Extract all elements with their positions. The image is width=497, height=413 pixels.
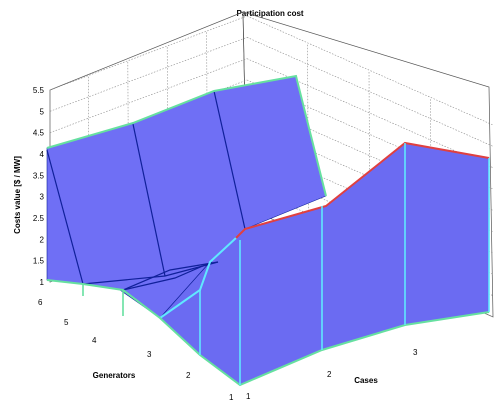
x-axis-label: Cases (354, 376, 378, 385)
y-axis-label: Generators (93, 371, 136, 380)
x-axis-ticks: 1 2 3 (246, 348, 418, 401)
y-tick-label: 4 (92, 336, 97, 345)
y-axis-ticks: 1 2 3 4 5 6 (38, 298, 234, 402)
y-tick-label: 6 (38, 298, 43, 307)
x-tick-label: 1 (246, 392, 251, 401)
right-edge-red (235, 141, 490, 239)
grid-line-z-left (49, 37, 248, 112)
y-tick-label: 1 (229, 393, 234, 402)
surface-edges (46, 74, 490, 387)
z-tick-label: 4.5 (33, 129, 45, 138)
z-tick-label: 2 (40, 235, 45, 244)
chart-title: Participation cost (236, 9, 303, 18)
top-edge (46, 74, 327, 197)
z-axis-label: Costs value [$ / MW] (13, 156, 22, 234)
mesh-line-gen6-case1 (46, 149, 84, 285)
z-tick-label: 3.5 (33, 171, 45, 180)
y-tick-label: 2 (186, 371, 191, 380)
z-tick-label: 5 (40, 107, 45, 116)
y-tick-label: 5 (64, 318, 69, 327)
z-tick-label: 1.5 (33, 257, 45, 266)
front-edge-cyan (159, 237, 237, 319)
mesh-line-gen6-case3 (213, 90, 246, 230)
z-tick-label: 1 (40, 278, 45, 287)
z-tick-label: 3 (40, 193, 45, 202)
x-tick-label: 3 (413, 348, 418, 357)
z-axis-ticks: 1 1.5 2 2.5 3 3.5 4 4.5 5 5.5 (33, 86, 45, 287)
x-tick-label: 2 (327, 370, 332, 379)
grid-line-z-left (49, 15, 248, 91)
grid-line-v-right (368, 70, 371, 263)
grid-line-z-left (49, 58, 248, 133)
z-tick-label: 5.5 (33, 86, 45, 95)
mesh-line-gen3b (122, 261, 213, 291)
surface (46, 75, 490, 386)
z-tick-label: 4 (40, 150, 45, 159)
mesh-line-gen6-case2 (132, 123, 166, 277)
z-tick-label: 2.5 (33, 214, 45, 223)
y-tick-label: 3 (147, 350, 152, 359)
